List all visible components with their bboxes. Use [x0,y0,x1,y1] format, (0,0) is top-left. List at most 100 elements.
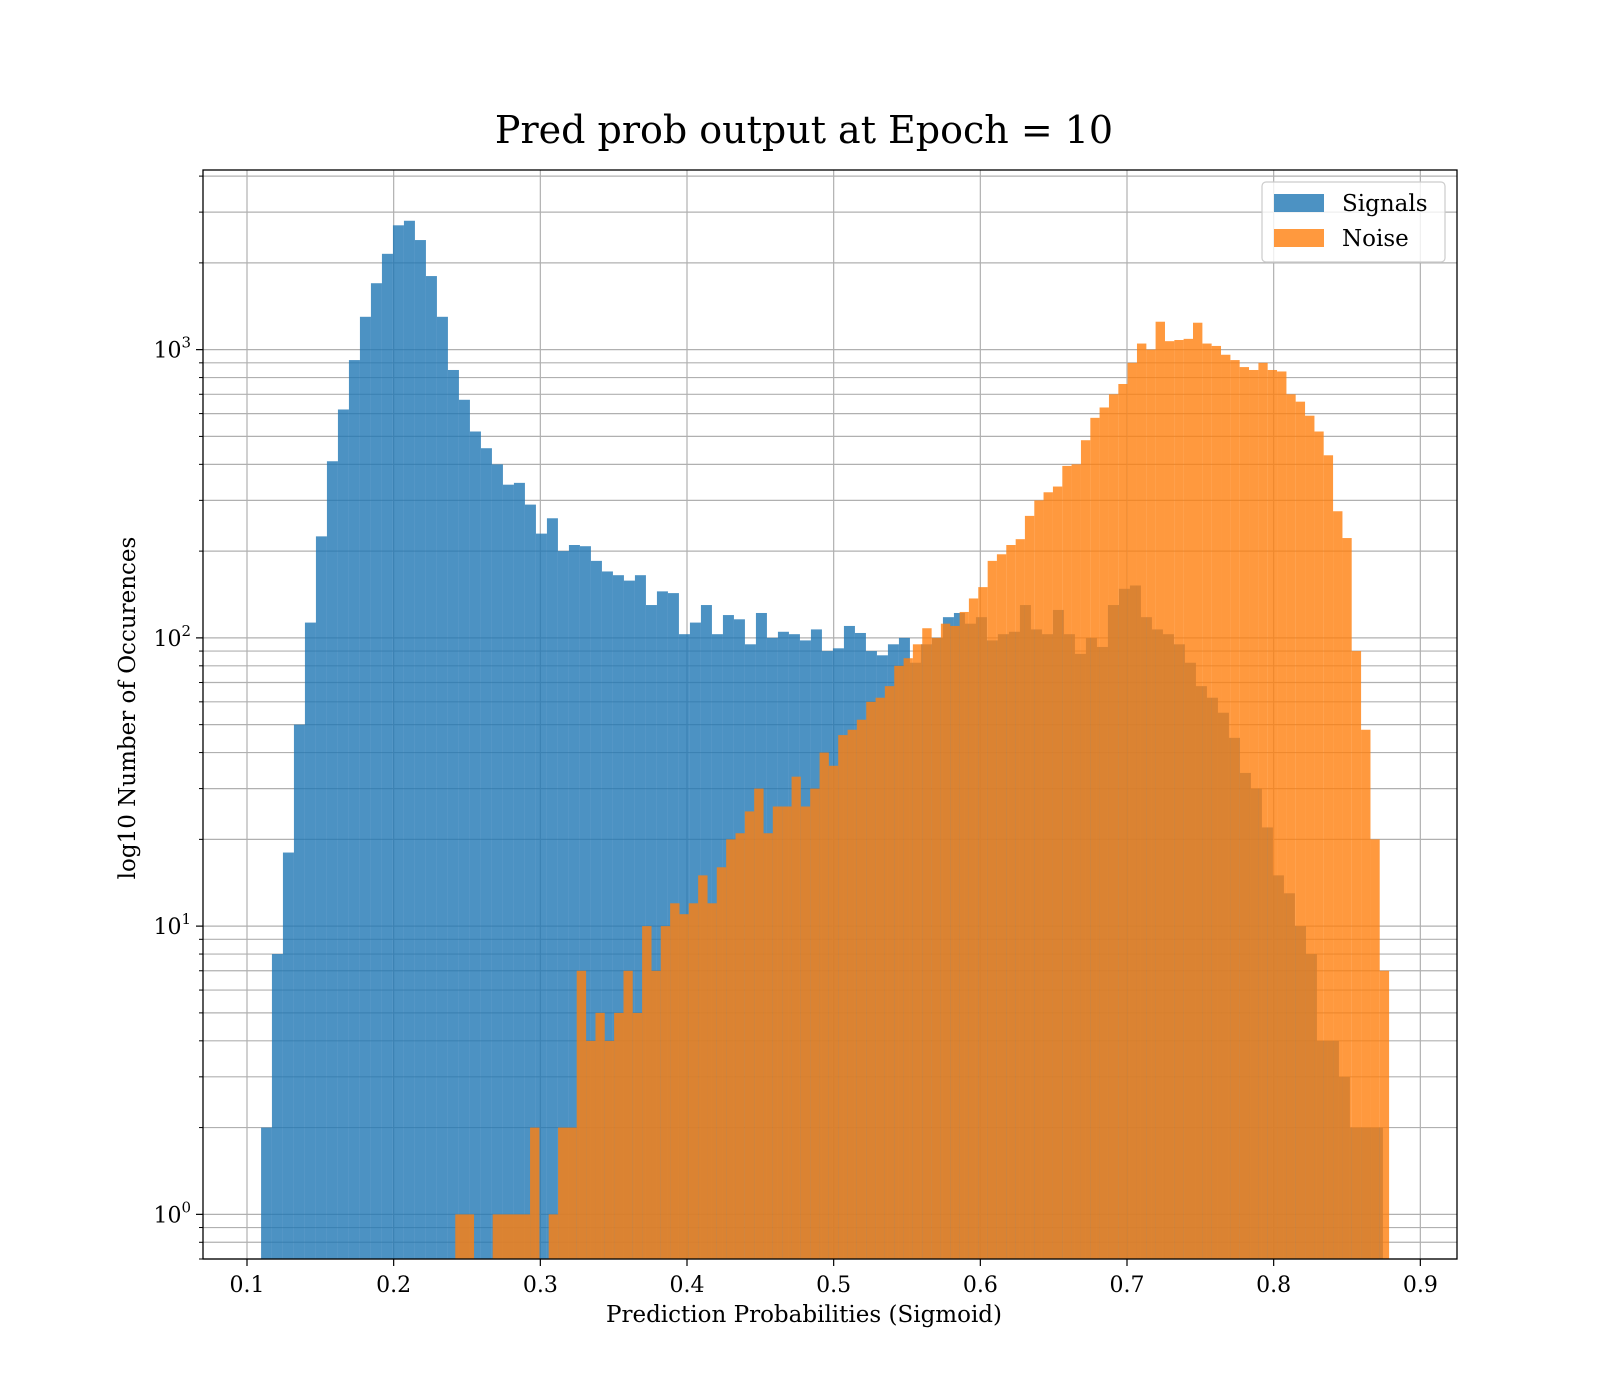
noise-bar [1118,383,1128,1260]
signals-bar [568,545,580,1259]
noise-bar [856,719,867,1259]
signals-bar [414,240,426,1259]
noise-bar [595,1012,605,1259]
signals-bar [447,369,459,1259]
noise-bar [716,867,727,1259]
signals-bar [359,316,371,1259]
noise-bar [632,1012,643,1259]
noise-bar [530,1127,540,1259]
noise-bar [1211,345,1222,1259]
signals-bar [392,225,404,1259]
noise-bar [1108,394,1119,1259]
noise-bar [558,1127,577,1259]
noise-bar [987,560,997,1259]
noise-bar [903,658,913,1259]
noise-bar [744,811,755,1259]
signals-bar [326,461,338,1260]
noise-bar [1342,538,1352,1259]
signals-bar [535,533,547,1259]
x-tick-label: 0.6 [963,1273,998,1298]
noise-bar [838,735,848,1259]
noise-bar [1305,415,1315,1259]
signals-bar [656,591,668,1259]
noise-bar [772,806,783,1259]
noise-bar [1221,354,1231,1260]
noise-bar [959,611,969,1259]
signals-bar [403,220,415,1260]
x-tick-label: 0.8 [1256,1273,1291,1298]
signals-bar [337,409,349,1259]
noise-bar [950,625,960,1259]
noise-bar [1277,371,1287,1259]
noise-bar [679,914,689,1259]
signals-bar [271,954,283,1259]
signals-bar [315,536,327,1259]
noise-bar [940,623,951,1259]
y-tick-label: 101 [153,910,191,940]
noise-bar [847,729,857,1259]
signals-bar [261,1127,272,1259]
legend-swatch-noise [1274,229,1324,247]
signals-bar [601,571,613,1259]
noise-bar [492,1214,531,1259]
x-tick-label: 0.9 [1403,1273,1438,1298]
noise-bar [1379,970,1390,1259]
noise-bar [1230,360,1240,1259]
noise-bar [978,587,988,1259]
noise-bar [586,1040,596,1259]
noise-bar [604,1040,615,1259]
noise-bar [1127,362,1137,1259]
noise-bar [1015,539,1025,1259]
noise-bar [1099,407,1109,1259]
noise-bar [782,806,792,1259]
y-tick-label: 102 [153,622,191,652]
noise-bar [931,637,941,1259]
signals-bar [623,580,635,1259]
noise-bar [875,697,885,1259]
noise-bar [707,903,717,1259]
x-axis-label: Prediction Probabilities (Sigmoid) [606,1302,1002,1328]
noise-bar [1239,367,1250,1259]
signals-bar [491,464,503,1259]
noise-bar [1258,362,1268,1259]
signals-bar [513,482,525,1259]
noise-bar [922,628,932,1259]
noise-bar [912,644,923,1259]
noise-bar [894,665,904,1259]
signals-bar [524,504,536,1259]
signals-bar [546,518,558,1259]
x-tick-label: 0.2 [376,1273,411,1298]
noise-bar [1361,729,1371,1259]
signals-bar [293,724,305,1259]
noise-bar [1080,440,1091,1259]
noise-bar [1155,321,1165,1259]
signals-bar [579,546,591,1259]
noise-bar [1071,464,1081,1259]
signals-bar [502,484,514,1259]
y-tick-label: 100 [153,1198,191,1228]
noise-bar [1174,340,1184,1260]
noise-bar [1164,341,1175,1259]
noise-bar [670,903,680,1259]
x-tick-label: 0.5 [816,1273,851,1298]
signals-bar [381,253,393,1259]
signals-bar [425,276,437,1260]
x-tick-label: 0.4 [670,1273,705,1298]
noise-bar [455,1214,475,1259]
x-tick-label: 0.7 [1110,1273,1145,1298]
x-tick-label: 0.3 [523,1273,558,1298]
signals-bar [436,316,448,1259]
y-tick-label: 103 [153,334,191,364]
noise-bar [576,970,587,1259]
series-noise [455,321,1390,1260]
noise-bar [651,970,661,1259]
histogram-bars [261,220,1390,1260]
noise-bar [726,839,736,1259]
chart-title: Pred prob output at Epoch = 10 [495,108,1113,152]
noise-bar [819,752,829,1259]
noise-bar [1267,369,1278,1259]
noise-bar [754,788,764,1259]
noise-bar [1136,343,1147,1259]
signals-bar [590,560,602,1259]
